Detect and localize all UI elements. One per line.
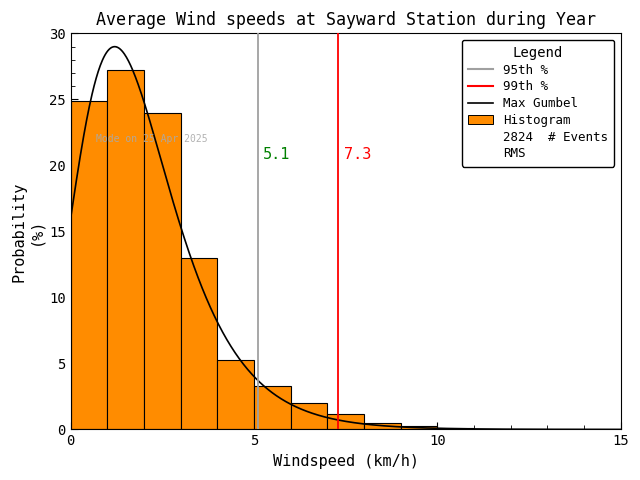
X-axis label: Windspeed (km/h): Windspeed (km/h) [273,454,419,469]
Bar [144,113,180,430]
Y-axis label: Probability
(%): Probability (%) [11,181,44,282]
Bar [474,429,511,430]
Bar [364,423,401,430]
Bar [108,71,144,430]
Title: Average Wind speeds at Sayward Station during Year: Average Wind speeds at Sayward Station d… [95,11,596,29]
Bar [291,403,327,430]
Legend: 95th %, 99th %, Max Gumbel, Histogram, 2824  # Events, RMS: 95th %, 99th %, Max Gumbel, Histogram, 2… [462,40,614,167]
Bar [70,101,108,430]
Text: 5.1: 5.1 [263,147,291,162]
Bar [401,425,437,430]
Bar [437,428,474,430]
Bar [218,360,254,430]
Text: Mode on 25 Apr 2025: Mode on 25 Apr 2025 [97,134,208,144]
Bar [254,386,291,430]
Text: 7.3: 7.3 [344,147,371,162]
Bar [180,258,218,430]
Bar [327,414,364,430]
